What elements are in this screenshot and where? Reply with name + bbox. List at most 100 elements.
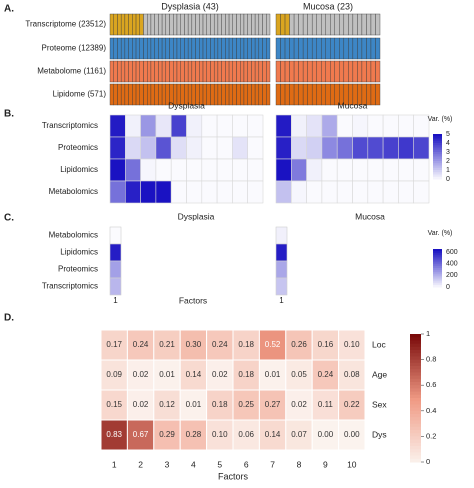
- sample-cell: [184, 37, 189, 60]
- cell-value: 0.02: [133, 370, 149, 379]
- row-label: Age: [372, 369, 387, 379]
- legend-gradient: [410, 334, 421, 338]
- sample-cell: [247, 37, 252, 60]
- sample-cell: [161, 60, 167, 83]
- legend-gradient: [433, 260, 442, 263]
- legend-tick: 4: [446, 140, 450, 147]
- legend-tick: 1: [446, 167, 450, 174]
- sample-cell: [139, 83, 144, 106]
- sample-cell: [275, 13, 281, 36]
- cell-value: 0.27: [265, 400, 281, 409]
- legend-tick: 3: [446, 149, 450, 156]
- sample-cell: [195, 13, 200, 36]
- legend-tick: 2: [446, 158, 450, 165]
- variance-cell: [352, 180, 369, 204]
- legend-gradient: [410, 353, 421, 357]
- legend-gradient: [433, 140, 442, 144]
- legend-gradient: [410, 430, 421, 434]
- sample-cell: [357, 13, 363, 36]
- heatmap-cell: [258, 389, 287, 421]
- sample-cell: [330, 83, 335, 106]
- variance-cell: [367, 136, 384, 160]
- variance-cell: [216, 114, 233, 138]
- sample-cell: [139, 13, 144, 36]
- variance-cell: [398, 180, 414, 204]
- sample-cell: [243, 60, 248, 83]
- variance-cell: [382, 114, 399, 138]
- sample-cell: [370, 83, 376, 106]
- legend-gradient: [433, 271, 442, 275]
- sample-cell: [187, 37, 193, 60]
- variance-cell: [109, 158, 126, 182]
- row-label: Lipidomics: [60, 165, 98, 174]
- sample-cell: [254, 37, 260, 60]
- sample-cell: [289, 13, 295, 36]
- sample-cell: [232, 13, 237, 36]
- legend-gradient: [410, 433, 421, 437]
- x-tick: 1: [113, 296, 118, 305]
- legend-title: Var. (%): [428, 230, 453, 237]
- legend-gradient: [433, 134, 442, 137]
- sample-cell: [254, 60, 260, 83]
- heatmap-cell: [258, 419, 287, 451]
- legend-gradient: [433, 158, 442, 162]
- sample-cell: [284, 83, 290, 106]
- legend-gradient: [433, 163, 442, 166]
- sample-cell: [258, 60, 263, 83]
- sample-cell: [325, 37, 331, 60]
- sample-cell: [135, 37, 140, 60]
- sample-cell: [343, 60, 349, 83]
- variance-cell: [352, 158, 369, 182]
- sample-cell: [217, 60, 222, 83]
- legend-gradient: [410, 372, 421, 377]
- legend-gradient: [433, 147, 442, 151]
- legend-gradient: [410, 404, 421, 409]
- sample-cell: [361, 13, 367, 36]
- legend-gradient: [410, 442, 421, 447]
- sample-cell: [370, 60, 376, 83]
- variance-cell: [125, 180, 141, 204]
- variance-cell: [413, 136, 430, 160]
- sample-cell: [210, 60, 215, 83]
- sample-cell: [284, 13, 290, 36]
- panel-title: Mucosa: [355, 211, 385, 221]
- cell-value: 0.24: [318, 370, 334, 379]
- sample-cell: [266, 37, 271, 60]
- sample-cell: [370, 13, 376, 36]
- x-tick: 3: [165, 459, 170, 469]
- legend-gradient: [433, 174, 442, 178]
- heatmap-cell: [338, 389, 366, 421]
- legend-gradient: [433, 262, 442, 265]
- cell-value: 0.08: [344, 370, 360, 379]
- variance-cell: [336, 158, 353, 182]
- sample-cell: [128, 13, 133, 36]
- sample-cell: [199, 37, 204, 60]
- sample-cell: [280, 83, 286, 106]
- sample-cell: [221, 37, 226, 60]
- cell-value: 0.14: [265, 430, 281, 439]
- cell-value: 0.05: [291, 370, 307, 379]
- omic-label: Transcriptome (23512): [25, 20, 106, 29]
- sample-cell: [176, 60, 181, 83]
- x-axis-label: Factors: [218, 471, 249, 481]
- cell-value: 0.01: [186, 400, 202, 409]
- cell-value: 0.07: [291, 430, 307, 439]
- variance-cell: [140, 114, 157, 138]
- sample-cell: [161, 83, 167, 106]
- variance-cell: [321, 158, 338, 182]
- variance-cell: [247, 136, 264, 160]
- legend-gradient: [433, 154, 442, 157]
- legend-gradient: [433, 275, 442, 278]
- sample-cell: [206, 60, 211, 83]
- variance-cell: [275, 277, 288, 296]
- sample-cell: [247, 60, 252, 83]
- variance-cell: [336, 180, 353, 204]
- sample-cell: [375, 83, 381, 106]
- heatmap-cell: [258, 359, 287, 391]
- variance-cell: [382, 136, 399, 160]
- cell-value: 0.02: [212, 370, 228, 379]
- legend-gradient: [433, 161, 442, 164]
- sample-cell: [236, 13, 241, 36]
- cell-value: 0.06: [238, 430, 254, 439]
- sample-cell: [161, 13, 167, 36]
